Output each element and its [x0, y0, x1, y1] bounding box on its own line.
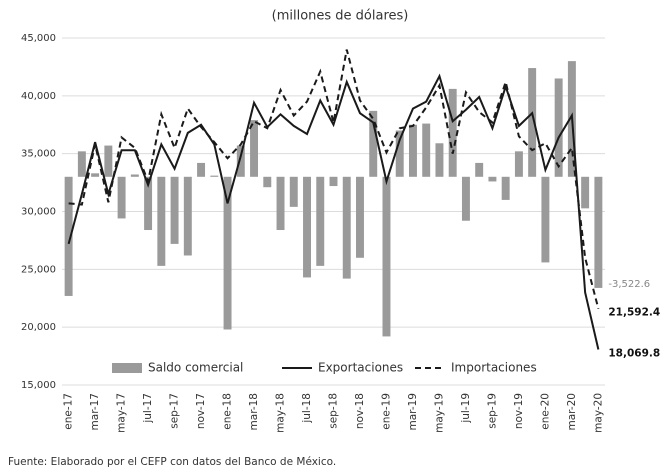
x-tick-label: nov-17: [195, 393, 207, 429]
bar: [276, 176, 285, 231]
y-tick-label: 25,000: [21, 264, 56, 275]
legend-label: Saldo comercial: [148, 361, 243, 375]
y-tick-label: 40,000: [21, 91, 56, 102]
x-tick-label: may-17: [116, 393, 128, 433]
y-tick-label: 30,000: [21, 207, 56, 218]
bar: [197, 162, 206, 177]
x-tick-label: may-20: [592, 393, 604, 433]
bar: [594, 176, 603, 288]
x-tick-label: ene-20: [539, 393, 551, 430]
bar: [488, 176, 497, 182]
x-tick-label: mar-19: [407, 393, 419, 430]
x-tick-label: sep-17: [169, 393, 181, 429]
bar: [91, 173, 100, 177]
bar: [157, 176, 166, 266]
x-tick-label: may-18: [275, 393, 287, 433]
source-note: Fuente: Elaborado por el CEFP con datos …: [8, 456, 336, 468]
bar: [369, 110, 378, 177]
bar: [303, 176, 311, 278]
bar: [514, 151, 523, 177]
x-tick-label: ene-18: [222, 393, 234, 430]
bar: [263, 176, 272, 188]
bar: [329, 176, 338, 187]
line-series: [67, 73, 600, 350]
bar: [130, 174, 139, 177]
x-tick-label: sep-19: [486, 393, 498, 429]
bar: [448, 88, 457, 177]
y-tick-label: 35,000: [21, 149, 56, 160]
bar: [117, 176, 126, 219]
x-tick-label: nov-19: [513, 393, 525, 429]
bar: [223, 176, 232, 330]
x-tick-label: mar-17: [89, 393, 101, 430]
bar: [64, 176, 73, 296]
bar: [461, 176, 470, 221]
bar: [554, 78, 563, 177]
chart-title: (millones de dólares): [272, 9, 409, 24]
bar: [408, 124, 417, 177]
x-tick-label: jul-17: [142, 393, 154, 424]
y-tick-label: 20,000: [21, 322, 56, 333]
legend-swatch: [112, 363, 142, 373]
bar: [316, 176, 325, 266]
bar: [422, 123, 431, 177]
x-tick-label: mar-20: [566, 393, 578, 430]
bar: [289, 176, 298, 207]
bar: [250, 120, 259, 177]
x-tick-label: sep-18: [328, 393, 340, 429]
bar: [528, 68, 537, 177]
x-tick-label: mar-18: [248, 393, 260, 430]
bar: [77, 151, 86, 177]
legend-label: Importaciones: [451, 361, 537, 375]
bar: [210, 175, 219, 177]
bar: [581, 176, 590, 209]
x-tick-label: jul-18: [301, 393, 313, 424]
y-tick-label: 15,000: [21, 380, 56, 391]
x-tick-label: nov-18: [354, 393, 366, 429]
bar: [395, 130, 404, 177]
bar: [435, 143, 444, 177]
bar: [104, 145, 113, 177]
bar: [501, 176, 510, 200]
value-label: 18,069.8: [608, 347, 660, 359]
value-label: -3,522.6: [608, 279, 650, 290]
bar: [236, 145, 245, 177]
bar: [541, 176, 550, 263]
x-tick-label: ene-17: [63, 393, 75, 430]
value-label: 21,592.4: [608, 307, 660, 319]
bar: [475, 162, 484, 177]
bar: [342, 176, 351, 279]
bar: [183, 176, 192, 256]
legend-label: Exportaciones: [318, 361, 403, 375]
bar: [170, 176, 179, 244]
y-tick-label: 45,000: [21, 33, 56, 44]
bar: [356, 176, 364, 258]
x-tick-label: ene-19: [380, 393, 392, 430]
bar: [382, 176, 391, 337]
x-tick-label: jul-19: [460, 393, 472, 424]
x-tick-label: may-19: [433, 393, 445, 433]
bar: [144, 176, 153, 231]
